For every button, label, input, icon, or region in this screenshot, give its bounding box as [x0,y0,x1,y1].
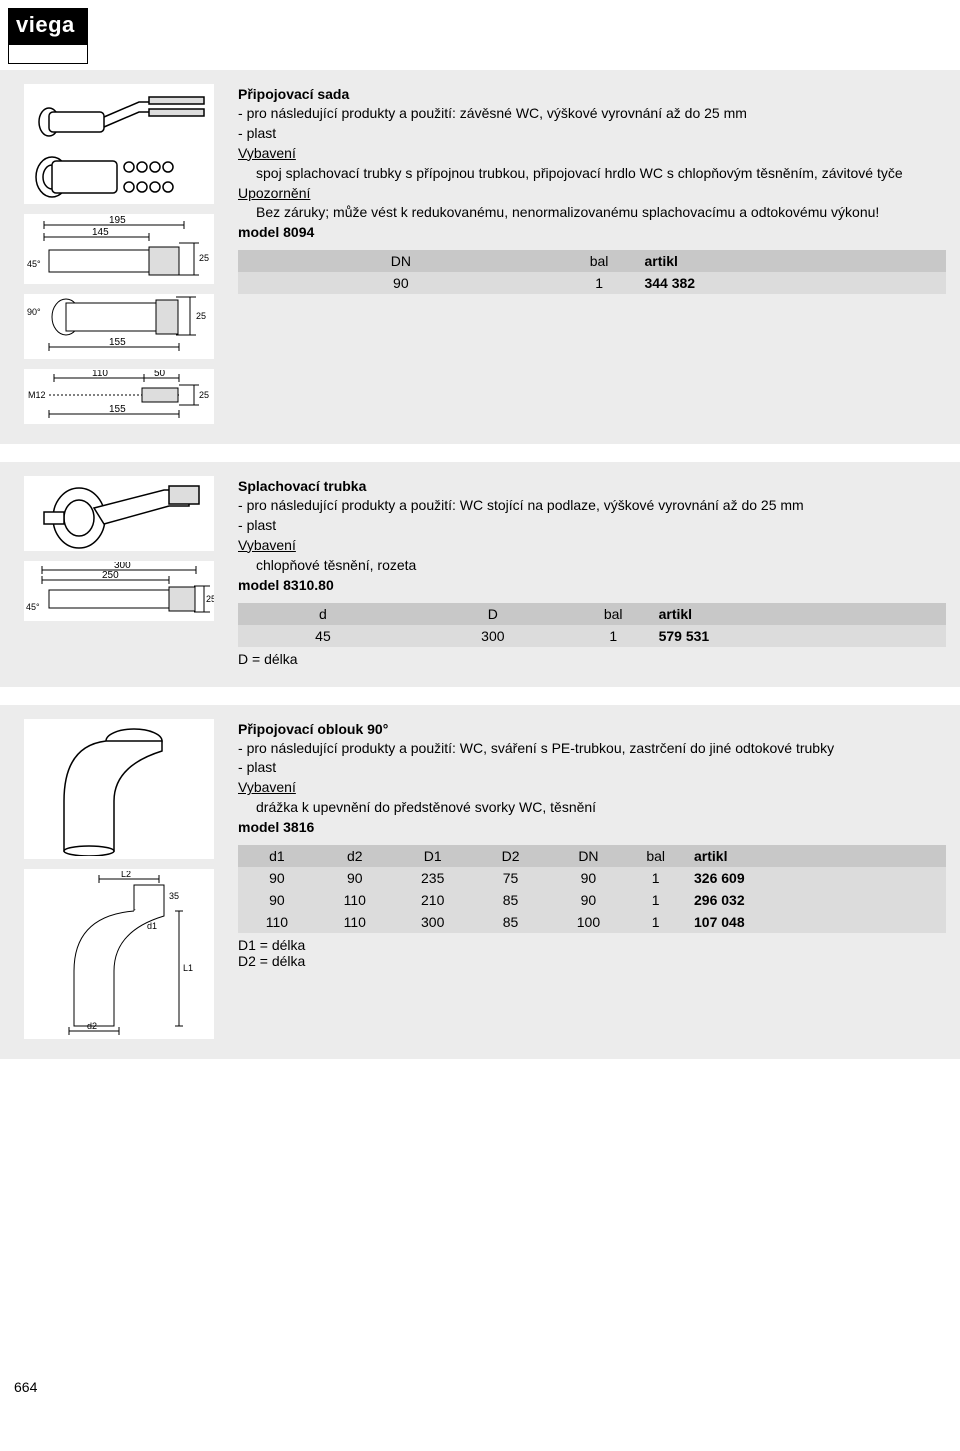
col-head: artikl [634,250,733,272]
col-head: DN [238,250,564,272]
col-head [734,250,840,272]
svg-text:L2: L2 [121,871,131,879]
bullet: - pro následující produkty a použití: WC… [238,739,946,758]
svg-text:155: 155 [109,404,126,415]
table-row: 90 110 210 85 90 1 296 032 [238,889,946,911]
drawings-col: 300 250 45° 25 [14,476,224,667]
svg-text:250: 250 [102,570,119,581]
product-section-8094: 195 145 45° 25 90° 25 155 [0,70,960,444]
content-col: Připojovací sada - pro následující produ… [238,84,946,424]
svg-text:155: 155 [109,337,126,348]
equip-line: spoj splachovací trubky s přípojnou trub… [238,164,946,183]
brand-logo-blank [8,44,88,64]
equip-line: chlopňové těsnění, rozeta [238,556,946,575]
table-header-row: d1 d2 D1 D2 DN bal artikl [238,845,946,867]
product-section-3816: L2 35 d1 L1 d2 Připojovací oblouk 90° - … [0,705,960,1059]
equip-line: drážka k upevnění do předstěnové svorky … [238,798,946,817]
svg-text:45°: 45° [26,602,40,612]
product-title: Připojovací oblouk 90° [238,721,946,737]
drawing-dim-155a: 90° 25 155 [24,294,214,359]
svg-text:45°: 45° [27,259,41,269]
svg-text:110: 110 [92,370,108,379]
content-col: Splachovací trubka - pro následující pro… [238,476,946,667]
product-title: Připojovací sada [238,86,946,102]
table-note: D1 = délka [238,937,946,953]
svg-text:35: 35 [169,891,179,901]
svg-text:L1: L1 [183,963,193,973]
drawing-elbow [24,719,214,859]
model-label: model 3816 [238,819,946,835]
table-note: D2 = délka [238,953,946,969]
drawing-dim-300: 300 250 45° 25 [24,561,214,621]
product-title: Splachovací trubka [238,478,946,494]
bullet: - plast [238,516,946,535]
bullet: - pro následující produkty a použití: zá… [238,104,946,123]
page-number: 664 [0,1059,960,1409]
col-head: bal [564,250,635,272]
brand-logo: viega [8,8,88,64]
table-header-row: d D bal artikl [238,603,946,625]
equip-head: Vybavení [238,536,946,555]
table-row: 45 300 1 579 531 [238,625,946,647]
table-header-row: DN bal artikl [238,250,946,272]
svg-text:25: 25 [206,594,214,604]
bullet: - pro následující produkty a použití: WC… [238,496,946,515]
content-col: Připojovací oblouk 90° - pro následující… [238,719,946,1039]
table-row: 110 110 300 85 100 1 107 048 [238,911,946,933]
drawing-dim-195: 195 145 45° 25 [24,214,214,284]
drawing-kit [24,84,214,204]
model-label: model 8310.80 [238,577,946,593]
svg-text:195: 195 [109,215,126,226]
bullet: - plast [238,124,946,143]
spec-table: d D bal artikl 45 300 1 579 531 [238,603,946,647]
svg-text:25: 25 [196,311,206,321]
drawing-elbow-dim: L2 35 d1 L1 d2 [24,869,214,1039]
table-row: 90 90 235 75 90 1 326 609 [238,867,946,889]
svg-text:25: 25 [199,390,209,400]
svg-text:M12: M12 [28,390,46,400]
equip-head: Vybavení [238,144,946,163]
col-head [840,250,946,272]
brand-logo-text: viega [8,8,88,44]
drawing-flush-pipe [24,476,214,551]
warn-head: Upozornění [238,184,946,203]
svg-text:d2: d2 [87,1021,97,1031]
spec-table: d1 d2 D1 D2 DN bal artikl 90 90 235 75 9… [238,845,946,933]
drawing-dim-110: 110 50 M12 25 155 [24,369,214,424]
svg-text:50: 50 [154,370,166,379]
equip-head: Vybavení [238,778,946,797]
table-note: D = délka [238,651,946,667]
product-section-8310: 300 250 45° 25 Splachovací trubka - pro … [0,462,960,687]
drawings-col: L2 35 d1 L1 d2 [14,719,224,1039]
bullet: - plast [238,758,946,777]
warn-line: Bez záruky; může vést k redukovanému, ne… [238,203,946,222]
svg-text:145: 145 [92,227,109,238]
drawings-col: 195 145 45° 25 90° 25 155 [14,84,224,424]
model-label: model 8094 [238,224,946,240]
svg-text:25: 25 [199,253,209,263]
svg-text:90°: 90° [27,307,41,317]
spec-table: DN bal artikl 90 1 344 382 [238,250,946,294]
svg-text:d1: d1 [147,921,157,931]
table-row: 90 1 344 382 [238,272,946,294]
